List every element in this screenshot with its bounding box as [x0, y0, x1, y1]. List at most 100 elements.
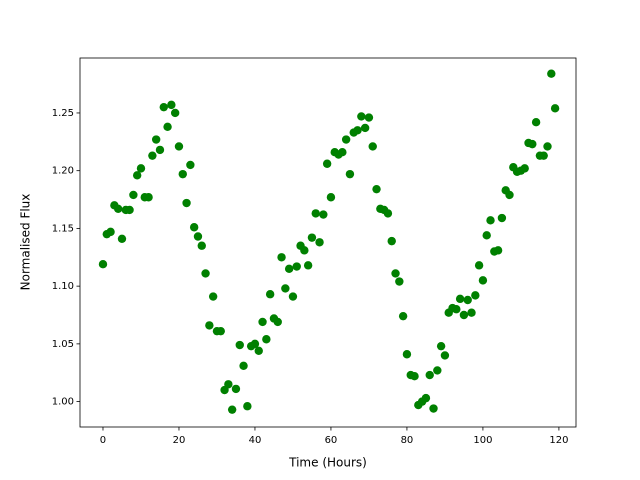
- data-point: [273, 317, 282, 327]
- data-point: [239, 361, 248, 371]
- data-point: [497, 213, 507, 223]
- data-point: [224, 380, 233, 389]
- y-axis-label: Normalised Flux: [19, 194, 33, 291]
- data-point: [326, 193, 336, 202]
- data-point: [398, 311, 408, 321]
- data-point: [281, 284, 290, 293]
- data-point: [235, 340, 244, 350]
- data-point: [474, 261, 484, 270]
- data-point: [106, 227, 115, 237]
- data-point: [125, 205, 134, 215]
- data-point: [436, 341, 446, 351]
- data-point: [357, 112, 366, 121]
- data-point: [284, 264, 294, 274]
- data-point: [227, 405, 237, 414]
- y-tick-label: 1.15: [52, 223, 74, 234]
- data-point: [178, 169, 187, 179]
- data-point: [243, 402, 252, 411]
- data-point: [452, 305, 461, 314]
- data-point: [113, 204, 123, 213]
- data-point: [543, 142, 552, 151]
- x-tick-label: 20: [173, 435, 186, 446]
- data-point: [197, 241, 206, 250]
- data-point: [208, 292, 218, 301]
- data-point: [170, 108, 180, 118]
- y-tick-label: 1.20: [52, 166, 74, 177]
- x-axis-label: Time (Hours): [288, 456, 367, 470]
- data-point: [288, 292, 298, 301]
- data-point: [148, 151, 157, 160]
- x-tick-label: 0: [100, 435, 106, 446]
- data-point: [151, 135, 161, 144]
- data-point: [205, 321, 214, 330]
- y-tick-label: 1.05: [52, 339, 74, 350]
- data-point: [471, 291, 480, 300]
- data-point: [338, 148, 347, 157]
- x-tick-label: 40: [249, 435, 262, 446]
- data-point: [117, 234, 127, 244]
- data-point: [410, 371, 419, 381]
- data-point: [189, 223, 199, 232]
- data-point: [136, 164, 146, 173]
- data-point: [429, 404, 438, 413]
- data-point: [531, 117, 541, 127]
- data-point: [292, 262, 301, 271]
- data-point: [132, 171, 142, 180]
- data-point: [319, 210, 328, 219]
- data-point: [353, 126, 362, 135]
- data-point: [307, 233, 317, 242]
- data-point: [539, 151, 548, 160]
- data-point: [402, 350, 412, 359]
- data-point: [254, 346, 263, 355]
- data-point: [387, 236, 396, 246]
- data-point: [186, 160, 195, 170]
- data-point: [478, 276, 488, 285]
- plot-frame: [79, 57, 577, 428]
- data-point: [231, 384, 241, 394]
- data-point: [174, 142, 184, 151]
- data-point: [277, 253, 286, 262]
- data-point: [372, 184, 381, 194]
- data-point: [463, 295, 472, 305]
- x-tick-label: 100: [473, 435, 492, 446]
- data-point: [129, 190, 138, 200]
- data-point: [193, 232, 203, 241]
- data-point: [486, 216, 495, 225]
- data-point: [201, 269, 210, 278]
- data-point: [440, 351, 450, 360]
- data-point: [360, 123, 370, 133]
- y-tick-label: 1.00: [52, 397, 74, 408]
- data-point: [364, 113, 374, 122]
- data-point: [303, 261, 313, 270]
- data-point: [98, 260, 108, 269]
- data-point: [167, 100, 176, 110]
- data-point: [258, 317, 267, 327]
- data-point: [144, 193, 153, 202]
- data-point: [383, 209, 393, 218]
- data-point: [163, 122, 172, 132]
- data-point: [182, 198, 191, 208]
- data-point: [467, 308, 476, 317]
- data-point: [300, 246, 309, 255]
- data-point: [250, 339, 260, 349]
- data-point: [155, 145, 165, 155]
- data-point: [425, 370, 434, 380]
- data-point: [459, 310, 469, 320]
- data-point: [216, 326, 225, 336]
- data-point: [528, 139, 537, 149]
- data-point: [520, 164, 529, 173]
- data-point: [341, 135, 351, 144]
- data-point: [391, 269, 400, 278]
- data-point: [311, 209, 320, 218]
- data-point: [482, 231, 491, 240]
- x-tick-label: 120: [549, 435, 568, 446]
- data-point: [505, 190, 514, 200]
- x-tick-label: 80: [401, 435, 414, 446]
- x-tick-label: 60: [325, 435, 338, 446]
- data-point: [315, 238, 324, 247]
- y-tick-label: 1.25: [52, 108, 74, 119]
- data-point: [455, 294, 465, 304]
- data-point: [159, 102, 168, 112]
- data-point: [493, 246, 503, 255]
- data-point: [265, 290, 275, 299]
